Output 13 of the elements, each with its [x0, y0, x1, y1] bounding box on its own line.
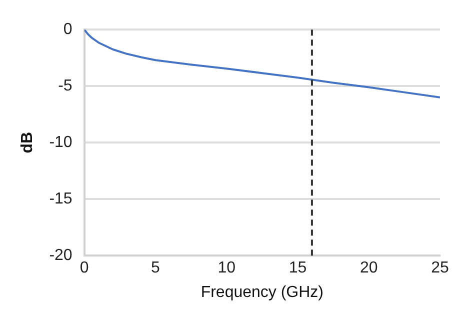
y-tick-label: -10: [49, 134, 72, 152]
x-axis-title: Frequency (GHz): [200, 284, 324, 301]
x-tick-label: 25: [431, 260, 449, 277]
x-tick-label: 0: [80, 260, 89, 277]
y-tick-label: -15: [49, 190, 72, 208]
x-tick-label: 20: [360, 260, 378, 277]
x-tick-label: 10: [218, 260, 236, 277]
y-tick-label: 0: [63, 21, 72, 38]
y-axis-title: dB: [19, 132, 36, 154]
x-tick-label: 15: [288, 260, 307, 277]
x-tick-label: 5: [151, 260, 160, 277]
y-tick-label: -20: [49, 247, 72, 264]
y-tick-label: -5: [58, 78, 72, 95]
